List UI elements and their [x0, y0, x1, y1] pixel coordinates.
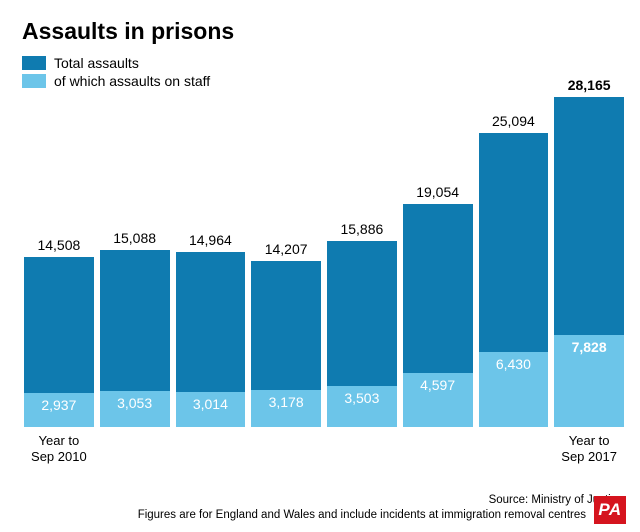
- x-axis-label: Year toSep 2010: [24, 433, 94, 464]
- bar-staff-label: 3,178: [251, 394, 321, 410]
- bar-segment-staff: 6,430: [479, 352, 549, 427]
- bar-total-label: 28,165: [554, 77, 624, 93]
- x-axis-label: [403, 433, 473, 464]
- chart-area: 14,508 2,937 15,088 3,053 14,964 3,014 14,207 3…: [22, 97, 626, 457]
- bar-segment-staff: 3,503: [327, 386, 397, 427]
- bar-segment-staff: 4,597: [403, 373, 473, 427]
- x-axis-label: [100, 433, 170, 464]
- bar-segment-total: [251, 261, 321, 390]
- bar-segment-total: [100, 250, 170, 391]
- bar-segment-total: [403, 204, 473, 373]
- bar-col: 14,207 3,178: [251, 97, 321, 427]
- bar-segment-staff: 3,178: [251, 390, 321, 427]
- bar-segment-total: [24, 257, 94, 393]
- bar-total-label: 14,508: [24, 237, 94, 253]
- source-line-1: Source: Ministry of Justice.: [22, 493, 626, 509]
- legend-swatch-staff: [22, 74, 46, 88]
- x-axis-label: [251, 433, 321, 464]
- legend-item-total: Total assaults: [22, 55, 626, 71]
- x-axis-label: [479, 433, 549, 464]
- bar-staff-label: 2,937: [24, 397, 94, 413]
- bar-col: 14,964 3,014: [176, 97, 246, 427]
- bar-staff-label: 3,503: [327, 390, 397, 406]
- bar-total-label: 25,094: [479, 113, 549, 129]
- bar-col: 19,054 4,597: [403, 97, 473, 427]
- bar-segment-total: [327, 241, 397, 386]
- bar-stack: 3,503: [327, 97, 397, 427]
- bar-col: 15,088 3,053: [100, 97, 170, 427]
- x-axis-label: [327, 433, 397, 464]
- bar-col: 14,508 2,937: [24, 97, 94, 427]
- x-axis-label: [176, 433, 246, 464]
- bar-staff-label: 4,597: [403, 377, 473, 393]
- bar-total-label: 14,207: [251, 241, 321, 257]
- bar-total-label: 15,088: [100, 230, 170, 246]
- bar-stack: 3,014: [176, 97, 246, 427]
- bar-segment-staff: 7,828: [554, 335, 624, 427]
- bar-col: 25,094 6,430: [479, 97, 549, 427]
- legend-swatch-total: [22, 56, 46, 70]
- bar-stack: 4,597: [403, 97, 473, 427]
- bar-segment-staff: 3,014: [176, 392, 246, 427]
- bar-segment-total: [554, 97, 624, 335]
- bar-stack: 2,937: [24, 97, 94, 427]
- bar-stack: 3,053: [100, 97, 170, 427]
- bar-segment-total: [479, 133, 549, 352]
- bars-row: 14,508 2,937 15,088 3,053 14,964 3,014 14,207 3…: [22, 97, 626, 427]
- legend-item-staff: of which assaults on staff: [22, 73, 626, 89]
- bar-segment-staff: 3,053: [100, 391, 170, 427]
- legend-label-staff: of which assaults on staff: [54, 73, 210, 89]
- bar-total-label: 14,964: [176, 232, 246, 248]
- bar-stack: 3,178: [251, 97, 321, 427]
- bar-total-label: 19,054: [403, 184, 473, 200]
- bar-col: 28,1657,828: [554, 97, 624, 427]
- bar-staff-label: 6,430: [479, 356, 549, 372]
- chart-container: Assaults in prisons Total assaults of wh…: [0, 0, 640, 532]
- chart-title: Assaults in prisons: [22, 18, 626, 45]
- bar-stack: 7,828: [554, 97, 624, 427]
- x-axis-label: Year toSep 2017: [554, 433, 624, 464]
- pa-badge-icon: PA: [594, 496, 626, 524]
- bar-staff-label: 3,053: [100, 395, 170, 411]
- bar-segment-staff: 2,937: [24, 393, 94, 427]
- bar-segment-total: [176, 252, 246, 392]
- x-axis: Year toSep 2010 Year toSep 2017: [22, 433, 626, 464]
- source-line-2: Figures are for England and Wales and in…: [138, 509, 586, 521]
- legend: Total assaults of which assaults on staf…: [22, 55, 626, 89]
- bar-staff-label: 7,828: [554, 339, 624, 355]
- bar-staff-label: 3,014: [176, 396, 246, 412]
- bar-stack: 6,430: [479, 97, 549, 427]
- bar-total-label: 15,886: [327, 221, 397, 237]
- legend-label-total: Total assaults: [54, 55, 139, 71]
- footer-source: Source: Ministry of Justice. Figures are…: [22, 493, 626, 524]
- bar-col: 15,886 3,503: [327, 97, 397, 427]
